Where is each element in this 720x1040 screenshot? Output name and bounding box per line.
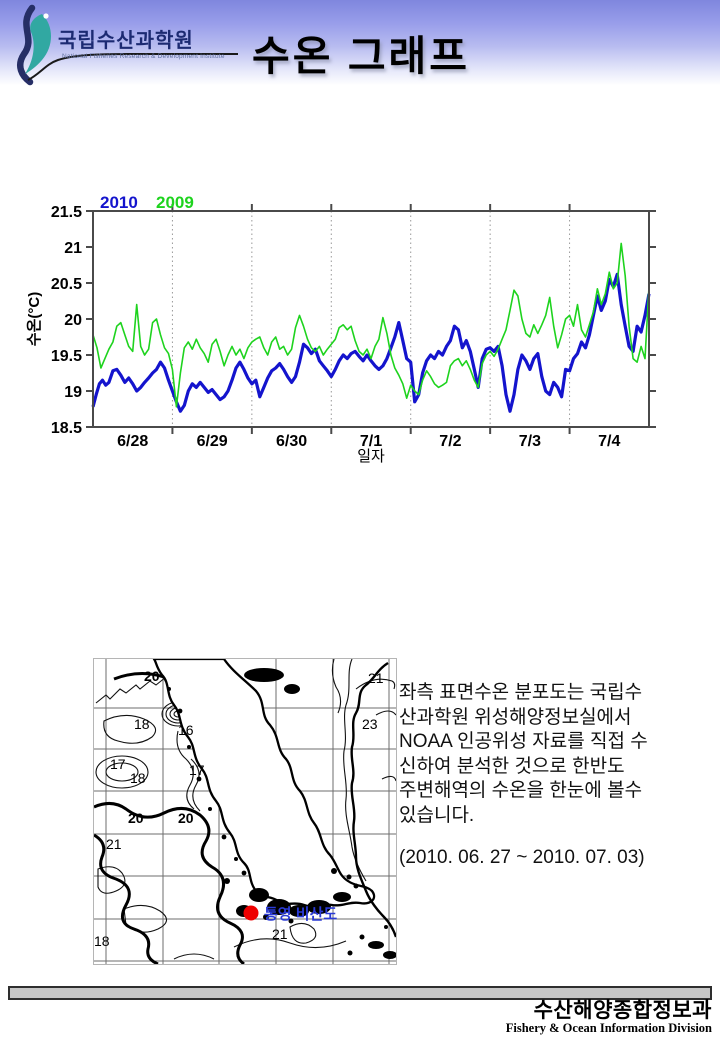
svg-text:17: 17 — [110, 756, 126, 772]
svg-text:7/4: 7/4 — [598, 433, 620, 450]
svg-text:18.5: 18.5 — [51, 420, 82, 437]
svg-text:6/29: 6/29 — [197, 433, 228, 450]
header-banner: 국립수산과학원 National Fisheries Research & De… — [0, 0, 720, 88]
svg-text:18: 18 — [134, 716, 150, 732]
description-line: NOAA 인공위성 자료를 직접 수 — [399, 731, 648, 753]
svg-text:2009: 2009 — [156, 193, 194, 212]
korea-coastline — [152, 659, 376, 924]
svg-text:20: 20 — [64, 312, 82, 329]
description-line: 신하여 분석한 것으로 한반도 — [399, 755, 625, 777]
svg-text:수온(°C): 수온(°C) — [26, 292, 43, 346]
division-name-korean: 수산해양종합정보과 — [533, 999, 712, 1022]
svg-text:19: 19 — [64, 384, 82, 401]
svg-text:21: 21 — [272, 926, 288, 942]
analysis-period: (2010. 06. 27 ~ 2010. 07. 03) — [399, 846, 645, 868]
svg-text:20: 20 — [128, 810, 144, 826]
svg-text:18: 18 — [94, 933, 110, 949]
chart-axes — [86, 204, 656, 434]
nfrdi-logo-icon — [17, 4, 238, 86]
japan-coastline — [347, 661, 396, 959]
svg-text:20.5: 20.5 — [51, 276, 82, 293]
division-name-english: Fishery & Ocean Information Division — [505, 1021, 712, 1035]
svg-text:23: 23 — [362, 716, 378, 732]
station-dot — [243, 905, 259, 921]
chart-series-lines — [91, 242, 651, 413]
org-name-english: National Fisheries Research & Developmen… — [62, 53, 225, 60]
chart-legend: 2010 2009 — [100, 193, 194, 212]
svg-text:6/30: 6/30 — [276, 433, 307, 450]
station-label: 통영 비산도 — [264, 905, 337, 923]
description-line: 주변해역의 수온을 한눈에 볼수 — [399, 780, 643, 802]
svg-text:2010: 2010 — [100, 193, 138, 212]
svg-text:7/1: 7/1 — [360, 433, 382, 450]
svg-text:20: 20 — [144, 668, 160, 684]
svg-text:21.5: 21.5 — [51, 204, 82, 221]
svg-text:16: 16 — [178, 722, 194, 738]
svg-text:일자: 일자 — [357, 448, 385, 465]
chart-axis-labels: 18.5 19 19.5 20 20.5 21 21.5 6/28 6/29 6/30 7/1 7/2… — [26, 204, 621, 465]
chart-gridlines — [171, 211, 571, 427]
page-title: 수온 그래프 — [252, 33, 470, 79]
station-marker-group: 통영 비산도 — [243, 905, 337, 923]
footer-signature: 수산해양종합정보과 Fishery & Ocean Information Di… — [506, 1000, 712, 1035]
footer-divider-bar — [8, 986, 712, 1000]
org-name-korean: 국립수산과학원 — [58, 30, 194, 52]
svg-text:21: 21 — [368, 670, 384, 686]
description-line: 산과학원 위성해양정보실에서 — [399, 706, 632, 728]
svg-text:19.5: 19.5 — [51, 348, 82, 365]
temperature-line-chart: 18.5 19 19.5 20 20.5 21 21.5 6/28 6/29 6/30 7/1 7/2… — [26, 193, 656, 465]
svg-text:21: 21 — [106, 836, 122, 852]
description-line: 좌측 표면수온 분포도는 국립수 — [399, 682, 643, 703]
svg-text:6/28: 6/28 — [117, 433, 148, 450]
svg-text:20: 20 — [178, 810, 194, 826]
svg-text:21: 21 — [64, 240, 82, 257]
svg-text:7/3: 7/3 — [519, 433, 541, 450]
svg-text:7/2: 7/2 — [439, 433, 461, 450]
description-line: 있습니다. — [399, 804, 475, 826]
svg-text:17: 17 — [189, 762, 205, 778]
svg-text:18: 18 — [130, 770, 146, 786]
